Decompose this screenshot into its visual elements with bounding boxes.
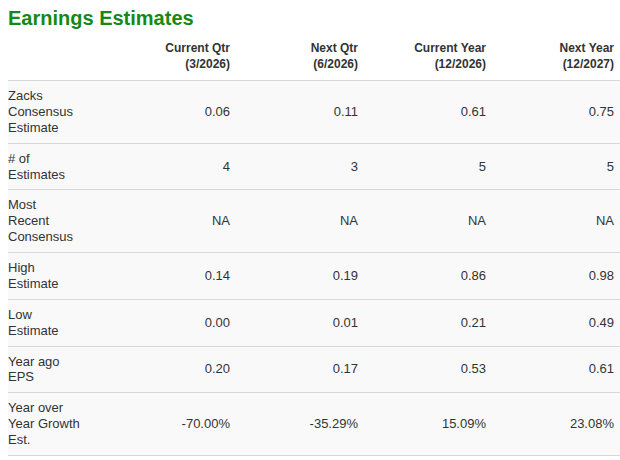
cell-value: 0.98: [492, 253, 620, 300]
row-label: Year over Year Growth Est.: [8, 393, 108, 456]
table-row-low-estimate: Low Estimate 0.00 0.01 0.21 0.49: [8, 299, 620, 346]
col-header-period: (6/2026): [236, 57, 358, 73]
col-header-title: Next Qtr: [236, 41, 358, 57]
earnings-estimates-section: Earnings Estimates Current Qtr (3/2026) …: [0, 0, 620, 460]
cell-value: 0.21: [364, 299, 492, 346]
cell-value: -35.29%: [236, 393, 364, 456]
earnings-estimates-table: Current Qtr (3/2026) Next Qtr (6/2026) C…: [8, 39, 620, 456]
table-row-zacks-consensus-estimate: Zacks Consensus Estimate 0.06 0.11 0.61 …: [8, 81, 620, 144]
col-header-title: Current Year: [364, 41, 486, 57]
cell-value: NA: [364, 190, 492, 253]
row-label: Zacks Consensus Estimate: [8, 81, 108, 144]
table-header-row: Current Qtr (3/2026) Next Qtr (6/2026) C…: [8, 39, 620, 81]
cell-value: 3: [236, 143, 364, 190]
cell-value: 5: [492, 143, 620, 190]
cell-value: 0.14: [108, 253, 236, 300]
col-header-current-qtr: Current Qtr (3/2026): [108, 39, 236, 81]
cell-value: NA: [236, 190, 364, 253]
cell-value: 0.17: [236, 346, 364, 393]
table-row-num-of-estimates: # of Estimates 4 3 5 5: [8, 143, 620, 190]
row-label: Year ago EPS: [8, 346, 108, 393]
col-header-current-year: Current Year (12/2026): [364, 39, 492, 81]
cell-value: NA: [108, 190, 236, 253]
col-header-period: (12/2026): [364, 57, 486, 73]
cell-value: NA: [492, 190, 620, 253]
cell-value: 4: [108, 143, 236, 190]
cell-value: -70.00%: [108, 393, 236, 456]
col-header-period: (12/2027): [492, 57, 614, 73]
cell-value: 0.06: [108, 81, 236, 144]
cell-value: 15.09%: [364, 393, 492, 456]
row-label: High Estimate: [8, 253, 108, 300]
cell-value: 0.11: [236, 81, 364, 144]
cell-value: 0.61: [364, 81, 492, 144]
header-spacer: [8, 39, 108, 81]
col-header-title: Current Qtr: [108, 41, 230, 57]
row-label: Most Recent Consensus: [8, 190, 108, 253]
cell-value: 5: [364, 143, 492, 190]
cell-value: 0.00: [108, 299, 236, 346]
cell-value: 0.20: [108, 346, 236, 393]
cell-value: 0.75: [492, 81, 620, 144]
cell-value: 0.61: [492, 346, 620, 393]
table-row-high-estimate: High Estimate 0.14 0.19 0.86 0.98: [8, 253, 620, 300]
cell-value: 0.01: [236, 299, 364, 346]
page-title: Earnings Estimates: [0, 0, 620, 39]
col-header-next-qtr: Next Qtr (6/2026): [236, 39, 364, 81]
row-label: # of Estimates: [8, 143, 108, 190]
cell-value: 0.19: [236, 253, 364, 300]
col-header-period: (3/2026): [108, 57, 230, 73]
cell-value: 0.86: [364, 253, 492, 300]
cell-value: 0.49: [492, 299, 620, 346]
table-row-year-over-year-growth: Year over Year Growth Est. -70.00% -35.2…: [8, 393, 620, 456]
cell-value: 0.53: [364, 346, 492, 393]
col-header-next-year: Next Year (12/2027): [492, 39, 620, 81]
col-header-title: Next Year: [492, 41, 614, 57]
row-label: Low Estimate: [8, 299, 108, 346]
table-row-year-ago-eps: Year ago EPS 0.20 0.17 0.53 0.61: [8, 346, 620, 393]
table-row-most-recent-consensus: Most Recent Consensus NA NA NA NA: [8, 190, 620, 253]
cell-value: 23.08%: [492, 393, 620, 456]
